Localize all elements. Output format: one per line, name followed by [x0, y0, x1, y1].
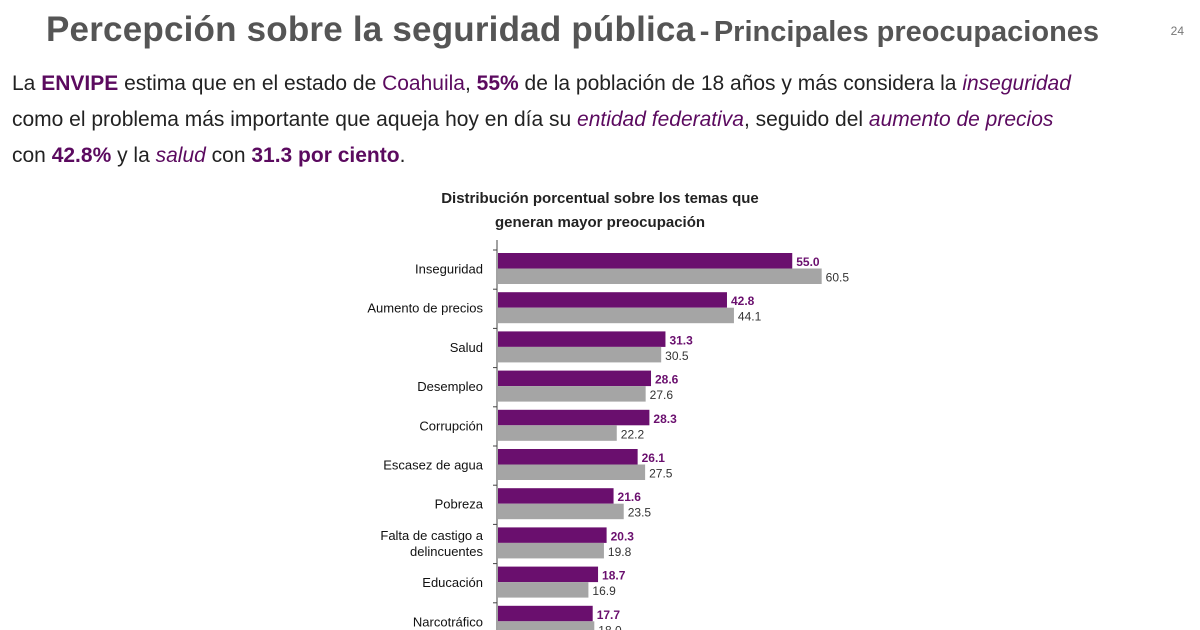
bar-secondary: [498, 346, 662, 363]
category-label: Pobreza: [435, 497, 484, 512]
intro-text: , seguido del: [743, 108, 869, 131]
intro-line-1: La ENVIPE estima que en el estado de Coa…: [12, 66, 1192, 102]
category-label: Corrupción: [419, 418, 483, 433]
bar-secondary: [498, 307, 734, 324]
category-label: Desempleo: [417, 379, 483, 394]
category-label: Narcotráfico: [413, 614, 483, 629]
intro-text: y la: [111, 144, 156, 167]
entidad-highlight: entidad federativa: [577, 108, 744, 131]
data-label-primary: 20.3: [611, 529, 635, 543]
intro-text: de la población de 18 años y más conside…: [518, 72, 963, 95]
intro-text: .: [399, 144, 406, 167]
intro-text: ,: [464, 72, 477, 95]
data-label-primary: 55.0: [796, 255, 820, 269]
data-label-primary: 21.6: [618, 490, 642, 504]
bar-secondary: [498, 503, 624, 520]
percent-highlight: 55%: [476, 72, 519, 95]
chart-title-line-2: generan mayor preocupación: [494, 214, 706, 231]
intro-paragraph: La ENVIPE estima que en el estado de Coa…: [12, 66, 1192, 174]
bar-secondary: [498, 425, 617, 441]
data-label-primary: 28.3: [653, 412, 677, 426]
state-highlight: Coahuila: [382, 72, 465, 95]
category-label: Inseguridad: [415, 262, 483, 277]
intro-text: con: [12, 144, 52, 167]
bar-secondary: [498, 621, 595, 630]
data-label-secondary: 27.6: [650, 388, 674, 402]
category-label: Escasez de agua: [383, 458, 484, 473]
slide-subtitle: Principales preocupaciones: [713, 16, 1100, 48]
data-label-secondary: 60.5: [826, 271, 850, 285]
percent-highlight-3: 31.3 por ciento: [251, 144, 400, 167]
category-label: Falta de castigo a delincuentes: [380, 528, 483, 559]
data-label-secondary: 18.0: [598, 623, 622, 630]
category-label: Aumento de precios: [367, 301, 483, 316]
data-label-secondary: 44.1: [738, 310, 762, 324]
data-label-primary: 28.6: [655, 373, 679, 387]
intro-text: con: [205, 144, 252, 167]
bar-secondary: [498, 464, 646, 480]
bar-primary: [498, 331, 666, 347]
title-separator: -: [699, 16, 710, 48]
data-label-secondary: 23.5: [628, 506, 652, 520]
data-label-secondary: 22.2: [621, 427, 645, 441]
bar-secondary: [498, 386, 646, 402]
data-label-secondary: 30.5: [665, 349, 689, 363]
data-label-primary: 17.7: [597, 608, 621, 622]
bar-primary: [498, 370, 652, 387]
bar-primary: [498, 566, 599, 583]
chart-title: Distribución porcentual sobre los temas …: [360, 187, 840, 235]
slide-header: Percepción sobre la seguridad pública - …: [46, 10, 1146, 50]
slide-title: Percepción sobre la seguridad pública: [46, 10, 696, 49]
chart-title-line-1: Distribución porcentual sobre los temas …: [441, 190, 759, 207]
bar-primary: [498, 409, 650, 426]
intro-text: estima que en el estado de: [118, 72, 383, 95]
bar-secondary: [498, 582, 589, 598]
intro-line-2: como el problema más importante que aque…: [12, 102, 1192, 138]
data-label-primary: 42.8: [731, 294, 755, 308]
data-label-secondary: 16.9: [592, 584, 616, 598]
bar-primary: [498, 292, 727, 308]
bar-primary: [498, 253, 793, 269]
bar-primary: [498, 527, 607, 543]
data-label-primary: 31.3: [669, 333, 693, 347]
percent-highlight-2: 42.8%: [51, 144, 112, 167]
bar-primary: [498, 488, 614, 504]
category-label: Salud: [450, 340, 483, 355]
data-label-secondary: 27.5: [649, 467, 673, 481]
bar-primary: [498, 449, 638, 465]
bar-chart: Inseguridad 55.0 60.5 Aumento de precios 42.…: [367, 240, 850, 630]
envipe-highlight: ENVIPE: [41, 72, 119, 95]
data-label-secondary: 19.8: [608, 545, 632, 559]
inseguridad-highlight: inseguridad: [962, 72, 1071, 95]
category-label: Educación: [422, 575, 483, 590]
bar-secondary: [498, 268, 822, 284]
bar-secondary: [498, 542, 604, 559]
data-label-primary: 26.1: [642, 451, 666, 465]
salud-highlight: salud: [155, 144, 206, 167]
aumento-highlight: aumento de precios: [868, 108, 1054, 131]
intro-text: como el problema más importante que aque…: [12, 108, 578, 131]
data-label-primary: 18.7: [602, 569, 626, 583]
bar-primary: [498, 605, 593, 622]
page-number: 24: [1170, 24, 1184, 38]
intro-text: La: [12, 72, 42, 95]
intro-line-3: con 42.8% y la salud con 31.3 por ciento…: [12, 138, 1192, 174]
